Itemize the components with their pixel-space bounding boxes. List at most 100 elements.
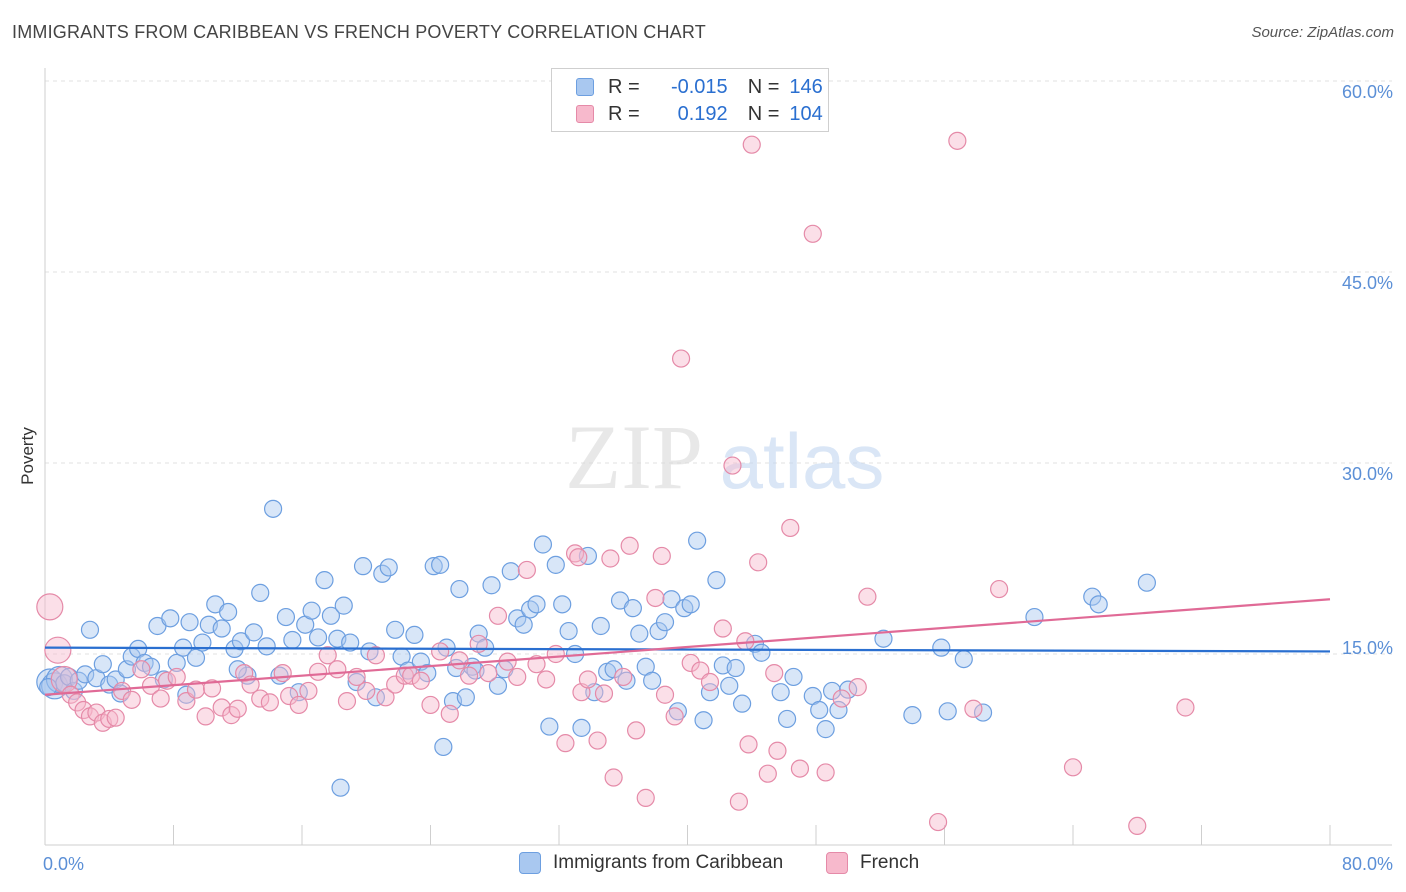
point-french bbox=[758, 764, 777, 783]
point-caribbean bbox=[649, 621, 668, 641]
point-french bbox=[167, 667, 186, 687]
legend-n-label: N = bbox=[747, 102, 780, 125]
point-caribbean bbox=[431, 555, 450, 574]
legend-item-french: French bbox=[826, 852, 919, 874]
trend-line-caribbean bbox=[44, 646, 1331, 653]
point-french bbox=[61, 685, 80, 704]
point-french bbox=[328, 660, 347, 679]
point-french bbox=[556, 734, 575, 753]
point-caribbean bbox=[604, 660, 623, 679]
chart-title: IMMIGRANTS FROM CARIBBEAN VS FRENCH POVE… bbox=[12, 22, 706, 42]
point-caribbean bbox=[283, 630, 302, 650]
legend-item-caribbean: Immigrants from Caribbean bbox=[519, 852, 783, 874]
point-caribbean bbox=[694, 711, 713, 730]
point-french bbox=[803, 224, 822, 243]
point-caribbean bbox=[257, 637, 276, 656]
point-french bbox=[594, 684, 614, 703]
legend-r-label: R = bbox=[608, 102, 640, 125]
point-french bbox=[527, 655, 546, 674]
point-caribbean bbox=[331, 778, 350, 797]
series-caribbean-points bbox=[36, 499, 1156, 797]
stats-legend: R = -0.015 N = 146 R = 0.192 N = 104 bbox=[551, 68, 829, 132]
point-french bbox=[1176, 698, 1195, 717]
point-french bbox=[578, 670, 598, 689]
point-caribbean bbox=[810, 700, 829, 720]
point-french bbox=[928, 812, 948, 832]
point-caribbean bbox=[501, 562, 520, 581]
point-caribbean bbox=[688, 531, 707, 550]
point-caribbean bbox=[668, 702, 687, 721]
legend-label-french: French bbox=[860, 852, 920, 873]
point-caribbean bbox=[553, 595, 572, 614]
point-french bbox=[1063, 758, 1083, 777]
point-french bbox=[665, 707, 684, 726]
point-caribbean bbox=[353, 557, 373, 576]
point-caribbean bbox=[231, 632, 251, 651]
y-tick-label: 30.0% bbox=[1342, 464, 1393, 484]
point-french bbox=[948, 131, 967, 150]
point-french bbox=[251, 689, 270, 708]
point-french bbox=[479, 663, 498, 683]
point-caribbean bbox=[405, 625, 424, 645]
point-caribbean bbox=[623, 599, 642, 618]
point-caribbean bbox=[341, 633, 360, 652]
x-tick-label: 0.0% bbox=[43, 854, 84, 874]
point-french bbox=[508, 667, 527, 687]
legend-r-value: -0.015 bbox=[670, 75, 728, 98]
point-caribbean bbox=[954, 649, 973, 669]
point-caribbean bbox=[482, 576, 501, 595]
point-caribbean bbox=[1025, 607, 1044, 627]
y-tick-label: 15.0% bbox=[1342, 638, 1393, 658]
point-caribbean bbox=[289, 683, 308, 702]
point-french bbox=[816, 763, 835, 782]
legend-row-caribbean: R = -0.015 N = 146 bbox=[576, 74, 823, 100]
point-caribbean bbox=[366, 688, 385, 707]
point-french bbox=[106, 708, 125, 727]
point-french bbox=[1128, 816, 1147, 836]
point-french bbox=[459, 666, 479, 685]
point-french bbox=[646, 588, 665, 608]
point-caribbean bbox=[816, 720, 835, 739]
point-french bbox=[768, 741, 787, 760]
point-french bbox=[739, 735, 758, 754]
point-french bbox=[614, 667, 633, 687]
point-caribbean bbox=[973, 703, 993, 722]
legend-n-value: 104 bbox=[789, 102, 823, 125]
point-french bbox=[308, 662, 328, 681]
legend-n-label: N = bbox=[747, 75, 780, 98]
point-caribbean bbox=[193, 633, 212, 652]
point-caribbean bbox=[546, 555, 565, 574]
point-french bbox=[36, 593, 64, 621]
point-french bbox=[132, 660, 151, 679]
point-caribbean bbox=[302, 601, 321, 620]
point-caribbean bbox=[308, 628, 328, 647]
point-caribbean bbox=[244, 623, 263, 642]
point-caribbean bbox=[379, 558, 398, 577]
point-caribbean bbox=[161, 609, 180, 628]
point-caribbean bbox=[334, 596, 353, 615]
point-caribbean bbox=[167, 653, 186, 673]
point-caribbean bbox=[514, 615, 533, 634]
point-caribbean bbox=[874, 629, 893, 648]
point-french bbox=[260, 693, 279, 712]
legend-swatch-caribbean bbox=[576, 78, 594, 96]
point-french bbox=[604, 768, 623, 787]
point-french bbox=[848, 678, 867, 697]
point-french bbox=[723, 456, 742, 475]
legend-label-caribbean: Immigrants from Caribbean bbox=[553, 852, 784, 873]
point-french bbox=[488, 606, 508, 625]
point-french bbox=[337, 692, 357, 711]
point-caribbean bbox=[1137, 573, 1156, 592]
point-french bbox=[517, 560, 536, 580]
point-french bbox=[601, 549, 620, 568]
point-caribbean bbox=[938, 702, 957, 721]
point-french bbox=[318, 646, 337, 665]
point-french bbox=[671, 349, 691, 368]
watermark-zip: ZIP bbox=[565, 406, 703, 508]
point-caribbean bbox=[771, 683, 790, 702]
point-french bbox=[228, 699, 247, 718]
point-french bbox=[212, 698, 231, 717]
point-caribbean bbox=[726, 658, 745, 678]
point-caribbean bbox=[777, 709, 797, 729]
